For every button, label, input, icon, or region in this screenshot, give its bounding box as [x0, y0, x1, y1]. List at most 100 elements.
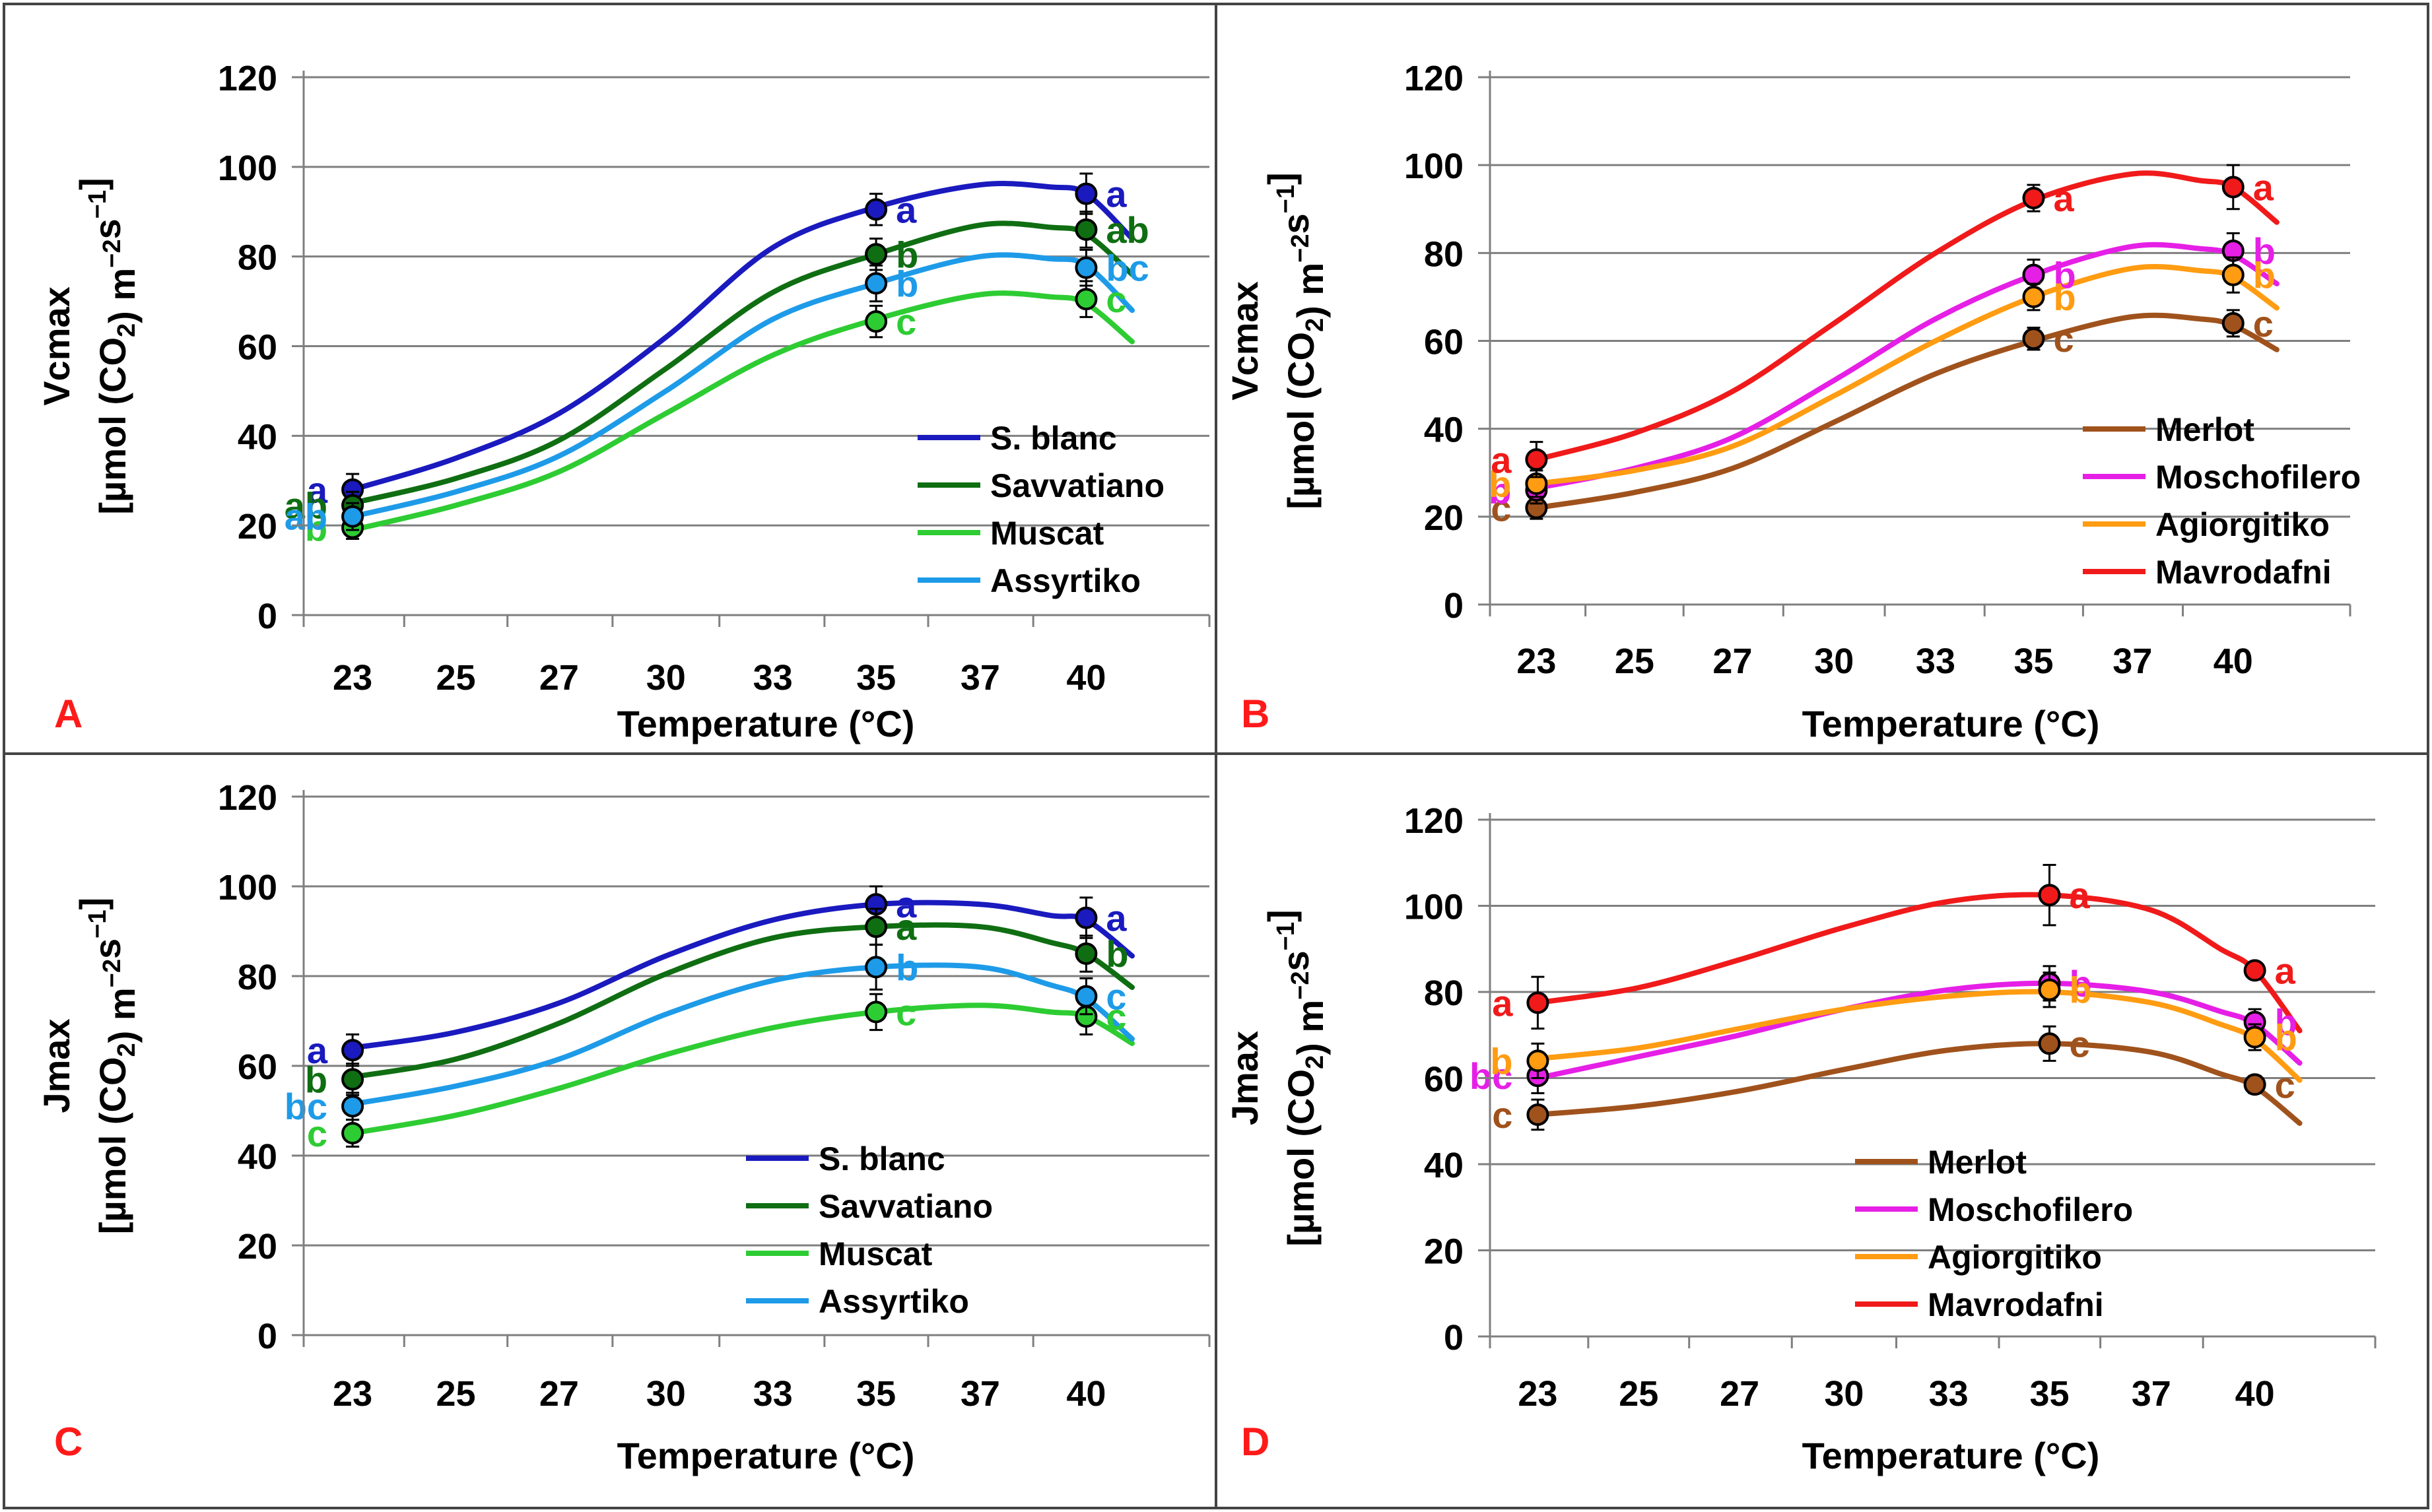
panel-b-significance-letter: a	[1491, 439, 1512, 480]
panel-d-point-agiorgitiko	[2038, 978, 2061, 1001]
panel-b-gridlines	[1490, 76, 2350, 518]
panel-d-significance-letter: b	[1490, 1040, 1512, 1082]
panel-a-y-tick-label: 20	[238, 507, 277, 546]
panel-c-y-axis-label: Jmax	[36, 1018, 77, 1113]
panel-b-point-mavrodafni	[2221, 176, 2245, 199]
panel-b-curves	[1534, 170, 2280, 511]
panel-d-series-moschofilero	[1535, 980, 2303, 1081]
panel-a-y-tick-label: 120	[218, 59, 277, 98]
panel-a-gridlines	[304, 76, 1209, 527]
panel-d-x-tick-label: 33	[1929, 1374, 1969, 1414]
panel-a-significance-letter: b	[896, 234, 918, 275]
panel-a-point-s-blanc	[1075, 182, 1098, 205]
panel-d-point-merlot	[2243, 1073, 2266, 1096]
panel-c-significance-letter: c	[896, 991, 916, 1033]
panel-a-legend-label: Assyrtiko	[990, 562, 1141, 599]
panel-a-legend-label: Muscat	[990, 515, 1104, 552]
panel-b-series-merlot	[1534, 312, 2280, 511]
panel-c-point-s-blanc	[341, 1039, 364, 1062]
panel-c-significance-letter: b	[896, 946, 918, 988]
panel-a-y-axis-label: Vcmax	[36, 286, 77, 406]
panel-b-point-mavrodafni	[2022, 187, 2045, 210]
panel-c-y-tick-label: 0	[257, 1317, 277, 1356]
panel-c-significance-letter: b	[1106, 933, 1128, 975]
panel-b-significance-letter: c	[2053, 318, 2074, 360]
panel-b-x-tick-label: 27	[1712, 641, 1752, 681]
panel-c-x-tick-label: 40	[1066, 1374, 1106, 1414]
panel-b-significance-letter: b	[2053, 277, 2076, 318]
panel-d-point-agiorgitiko	[2243, 1026, 2266, 1049]
panel-a-point-savvatiano	[1075, 218, 1098, 241]
panel-b-y-tick-label: 80	[1424, 234, 1464, 274]
panel-d-significance-letter: bc	[1469, 1055, 1512, 1097]
panel-b-series-moschofilero	[1534, 242, 2280, 491]
panel-c-point-savvatiano	[1075, 942, 1098, 965]
panel-d-significance-letter: c	[2070, 1023, 2090, 1065]
panel-d-legend: Merlot Moschofilero Agiorgitiko Mavrodafni	[1855, 1144, 2133, 1323]
panel-b-significance-letter: b	[1489, 463, 1511, 505]
panel-b-legend-label: Agiorgitiko	[2155, 506, 2330, 543]
panel-a-x-tick-label: 33	[753, 658, 793, 698]
panel-b-significance-letter: b	[1489, 470, 1511, 511]
panel-c-significance-letter: b	[305, 1059, 327, 1100]
panel-d-y-tick-label: 120	[1404, 801, 1464, 841]
panel-a-x-tick-label: 27	[539, 658, 579, 698]
panel-c-y-tick-label: 120	[218, 778, 277, 818]
panel-a-y-tick-label: 80	[238, 238, 277, 278]
panel-a-significance-letter: b	[305, 508, 327, 549]
panel-b-series-agiorgitiko	[1534, 263, 2280, 486]
panel-a-x-tick-label: 25	[436, 658, 475, 698]
panel-a-significance-letter: b	[896, 263, 918, 304]
panel-a-point-assyrtiko	[1075, 256, 1098, 279]
panel-b-axes: 0 20 40 60 80 100 120 23 25 27 30 33 35 37 40	[1404, 59, 2351, 681]
panel-d-letter: D	[1241, 1420, 1269, 1464]
panel-a-significance-letter: ab	[285, 496, 327, 538]
panel-a-point-assyrtiko	[865, 272, 888, 295]
panel-b-x-tick-label: 37	[2112, 641, 2152, 681]
panel-b-y-axis-label: Vcmax	[1224, 281, 1266, 401]
panel-a-y-tick-label: 60	[238, 328, 277, 368]
panel-c-x-axis-label: Temperature (°C)	[617, 1435, 915, 1476]
panel-c-point-muscat	[341, 1122, 364, 1144]
panel-a-y-axis-units: [µmol (CO2) m−2s−1]	[72, 178, 143, 514]
panel-a-significance-letter: a	[307, 469, 328, 511]
panel-c-y-tick-label: 20	[238, 1227, 277, 1266]
panel-a-y-tick-label: 100	[218, 148, 277, 188]
panel-d-significance-letter: c	[2275, 1064, 2295, 1105]
panel-b-x-tick-label: 35	[2013, 641, 2053, 681]
panel-b-significance-letter: c	[2253, 303, 2274, 345]
panel-d-x-tick-label: 37	[2132, 1374, 2171, 1414]
panel-c-significance-letter: bc	[285, 1086, 327, 1127]
panel-a-significance-letter: ab	[285, 485, 327, 527]
panel-d-curves	[1535, 892, 2303, 1126]
panel-d-point-mavrodafni	[1526, 991, 1549, 1014]
panel-a-point-s-blanc	[865, 198, 888, 221]
panel-d-x-tick-label: 35	[2029, 1374, 2069, 1414]
panel-b-x-tick-label: 33	[1916, 641, 1955, 681]
panel-d-x-tick-label: 23	[1518, 1374, 1557, 1414]
panel-d-significance-letter: a	[2070, 874, 2091, 916]
panel-b-point-moschofilero	[2022, 263, 2045, 286]
panel-c-legend-label: Savvatiano	[819, 1188, 993, 1225]
panel-d-y-tick-label: 0	[1444, 1318, 1464, 1358]
panel-d-y-tick-label: 20	[1424, 1232, 1464, 1272]
panel-b-significance-letter: a	[2253, 166, 2274, 208]
panel-c-significance-letter: c	[1106, 976, 1126, 1018]
panel-b-y-tick-label: 40	[1424, 411, 1464, 450]
panel-d-gridlines	[1490, 818, 2375, 1251]
panel-d-significance-letter: b	[2070, 963, 2092, 1004]
panel-a-point-savvatiano	[865, 243, 888, 266]
panel-d-point-agiorgitiko	[1526, 1049, 1549, 1072]
panel-a-y-tick-label: 40	[238, 417, 277, 457]
panel-a-y-tick-label: 0	[257, 597, 277, 636]
panel-c-y-tick-label: 100	[218, 868, 277, 907]
panel-a-significance-letter: a	[896, 189, 917, 230]
panel-c-x-tick-label: 37	[961, 1374, 1000, 1414]
panel-b-legend-label: Merlot	[2155, 411, 2254, 448]
panel-a-series-savvatiano	[350, 220, 1135, 506]
panel-d-point-mavrodafni	[2038, 884, 2061, 907]
